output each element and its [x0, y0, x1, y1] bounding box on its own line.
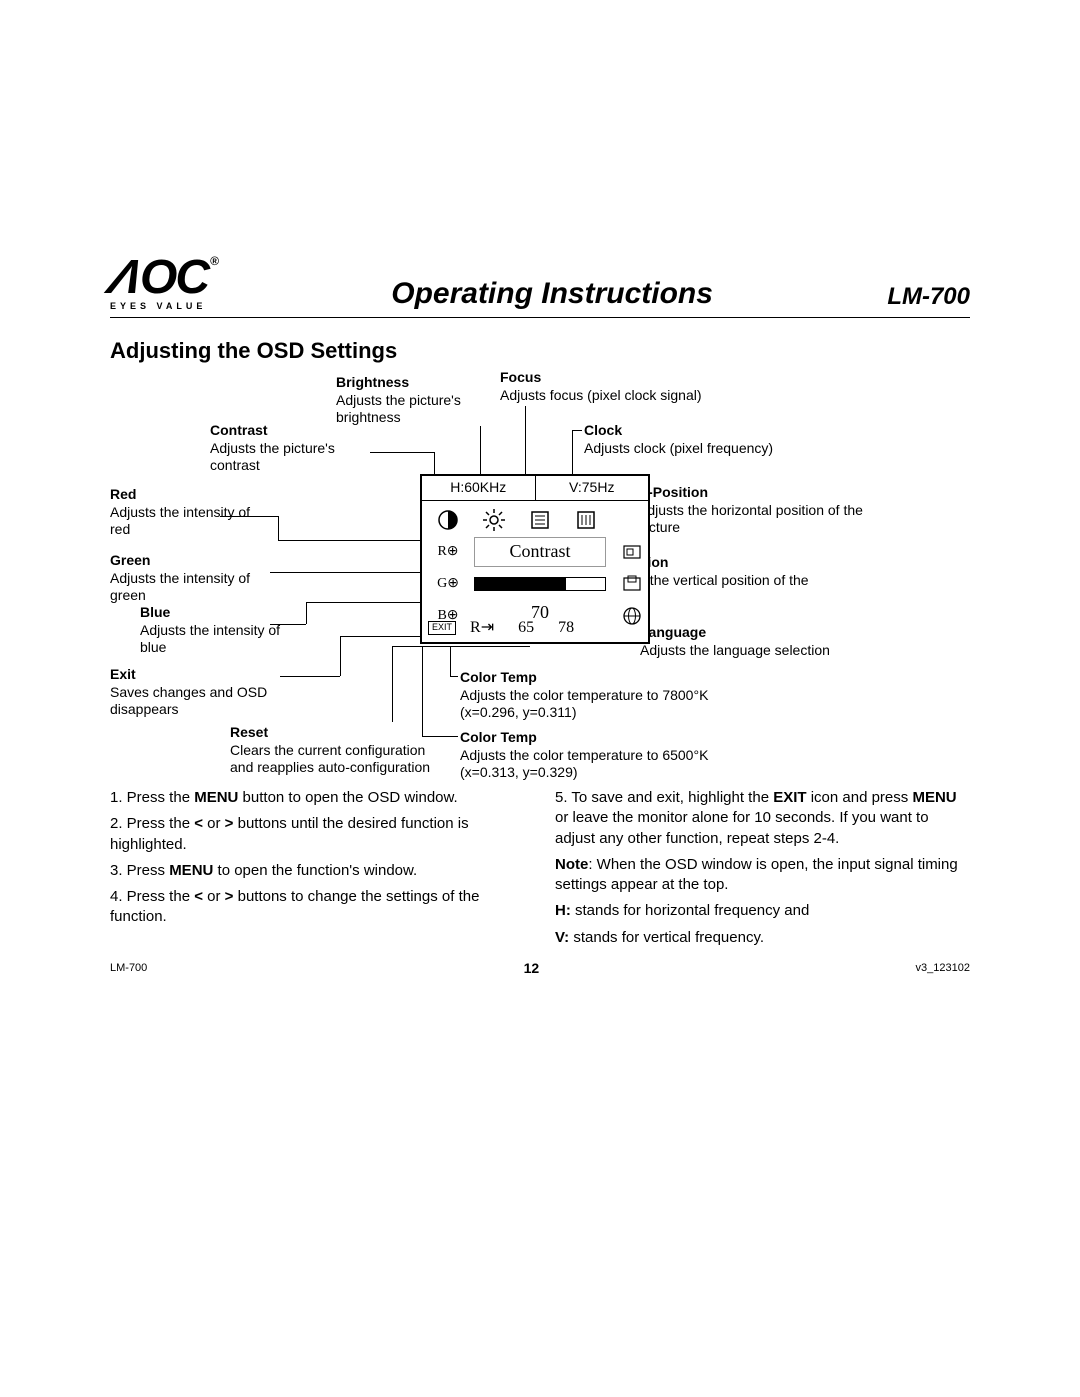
footer-model: LM-700: [110, 962, 147, 974]
brightness-icon: [474, 505, 514, 535]
callout-exit: Exit Saves changes and OSD disappears: [110, 666, 290, 719]
callout-language: Language Adjusts the language selection: [640, 624, 860, 659]
callout-hpos: H-Position Adjusts the horizontal positi…: [638, 484, 868, 537]
osd-ct78: 78: [558, 618, 574, 638]
osd-selected-label: Contrast: [474, 537, 606, 567]
focus-icon: [520, 505, 560, 535]
callout-contrast: Contrast Adjusts the picture's contrast: [210, 422, 380, 475]
callout-brightness: Brightness Adjusts the picture's brightn…: [336, 374, 496, 427]
vpos-icon: [612, 569, 652, 599]
osd-exit: EXIT: [428, 621, 456, 634]
osd-panel: H:60KHz V:75Hz R⊕ C: [420, 474, 650, 644]
contrast-icon: [428, 505, 468, 535]
hpos-icon: [612, 537, 652, 567]
osd-ct65: 65: [518, 618, 534, 638]
osd-vfreq: V:75Hz: [536, 476, 649, 500]
osd-reset: R⇥: [470, 618, 494, 638]
callout-red: Red Adjusts the intensity of red: [110, 486, 260, 539]
callout-reset: Reset Clears the current configuration a…: [230, 724, 440, 777]
osd-slider: [474, 577, 606, 591]
clock-icon: [566, 505, 606, 535]
instruction-columns: 1. Press the MENU button to open the OSD…: [110, 788, 970, 954]
page-title: Operating Instructions: [391, 277, 713, 311]
brand-logo: ΛOC® EYES VALUE: [110, 250, 217, 311]
osd-hfreq: H:60KHz: [422, 476, 536, 500]
callout-blue: Blue Adjusts the intensity of blue: [140, 604, 310, 657]
footer-version: v3_123102: [916, 962, 970, 974]
callout-clock: Clock Adjusts clock (pixel frequency): [584, 422, 864, 457]
header: ΛOC® EYES VALUE Operating Instructions L…: [110, 250, 970, 318]
osd-diagram: Contrast Adjusts the picture's contrast …: [110, 374, 970, 784]
callout-green: Green Adjusts the intensity of green: [110, 552, 280, 605]
osd-g: G⊕: [428, 569, 468, 599]
page-footer: LM-700 12 v3_123102: [110, 960, 970, 976]
section-title: Adjusting the OSD Settings: [110, 338, 970, 364]
page-number: 12: [524, 960, 540, 976]
callout-ct65: Color Temp Adjusts the color temperature…: [460, 729, 760, 782]
callout-ct78: Color Temp Adjusts the color temperature…: [460, 669, 760, 722]
callout-focus: Focus Adjusts focus (pixel clock signal): [500, 369, 780, 404]
model-number: LM-700: [887, 283, 970, 311]
osd-r: R⊕: [428, 537, 468, 567]
